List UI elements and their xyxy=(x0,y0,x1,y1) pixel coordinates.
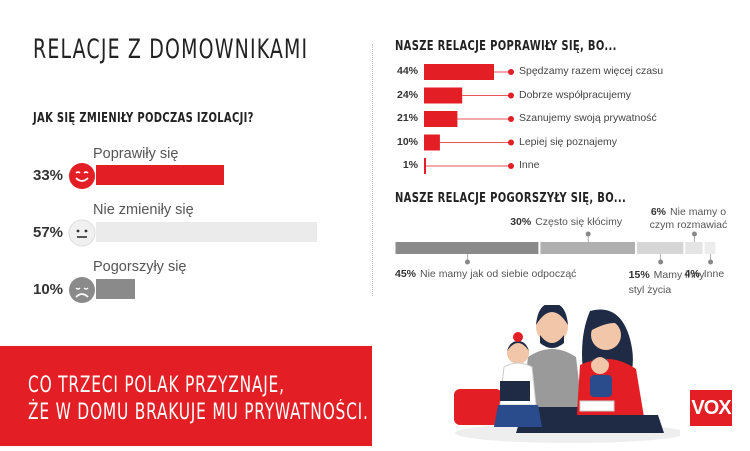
value-label: 57% xyxy=(33,224,64,241)
segment-dot xyxy=(658,259,664,265)
improved-reasons-chart xyxy=(380,58,740,183)
segment-label: 15% Mamy inny styl życia xyxy=(629,268,711,298)
connector-dot xyxy=(508,116,514,122)
connector-dot xyxy=(508,163,514,169)
value-label: 21% xyxy=(396,112,418,124)
segment-dot xyxy=(464,259,470,265)
segment-value: 4% xyxy=(684,268,700,280)
segment-category: Inne xyxy=(703,268,725,280)
segment-category: Mamy inny styl życia xyxy=(628,269,705,296)
category-label: Spędzamy razem więcej czasu xyxy=(519,65,664,77)
bar-worsened xyxy=(96,279,135,299)
improved-question: NASZE RELACJE POPRAWIŁY SIĘ, BO... xyxy=(395,38,617,54)
segment-value: 15% xyxy=(628,269,650,281)
category-label: Nie zmieniły się xyxy=(93,202,194,218)
category-label: Inne xyxy=(519,159,540,171)
segment-dot xyxy=(708,259,714,265)
improved-bar xyxy=(424,158,426,174)
segment-dot xyxy=(691,231,697,237)
value-label: 24% xyxy=(396,88,418,101)
worsened-segment xyxy=(637,242,684,254)
connector-dot xyxy=(508,139,514,146)
banner-line-1: CO TRZECI POLAK PRZYZNAJE, xyxy=(28,373,285,398)
worsened-segment xyxy=(540,242,635,254)
segment-dot xyxy=(585,231,591,237)
divider xyxy=(372,44,373,296)
worsened-segment xyxy=(395,242,539,254)
segment-category: Często się kłócimy xyxy=(535,216,623,228)
sad-face-icon xyxy=(68,276,96,309)
segment-category: Nie mamy o czym rozmawiać xyxy=(649,206,728,231)
banner-line-2: ŻE W DOMU BRAKUJE MU PRYWATNOŚCI. xyxy=(28,400,369,425)
value-label: 1% xyxy=(402,159,418,171)
category-label: Poprawiły się xyxy=(93,146,179,162)
bar-improved xyxy=(96,165,224,185)
banner: CO TRZECI POLAK PRZYZNAJE, ŻE W DOMU BRA… xyxy=(0,346,372,446)
segment-value: 30% xyxy=(510,216,532,228)
segment-label: 4% Inne xyxy=(685,268,725,280)
value-label: 10% xyxy=(33,281,64,298)
left-question: JAK SIĘ ZMIENIŁY PODCZAS IZOLACJI? xyxy=(33,110,254,126)
improved-bar xyxy=(424,134,440,151)
segment-label: 45% Nie mamy jak od siebie odpocząć xyxy=(395,268,576,280)
segment-value: 45% xyxy=(395,268,417,280)
value-label: 10% xyxy=(396,135,418,148)
worsened-reasons-chart xyxy=(395,210,725,300)
neutral-face-icon xyxy=(68,219,96,252)
worsened-segment xyxy=(704,242,716,254)
category-label: Pogorszyły się xyxy=(93,259,187,275)
value-label: 33% xyxy=(33,167,64,184)
improved-bar xyxy=(424,111,458,127)
improved-bar xyxy=(424,64,494,80)
segment-value: 6% xyxy=(650,206,667,218)
improved-bar xyxy=(424,87,463,104)
segment-label: 30% Często się kłócimy xyxy=(510,216,622,228)
connector-dot xyxy=(508,92,514,99)
category-label: Lepiej się poznajemy xyxy=(519,135,618,148)
segment-category: Nie mamy jak od siebie odpocząć xyxy=(420,268,577,280)
segment-label: 6% Nie mamy o czym rozmawiać xyxy=(642,206,734,232)
change-chart: Poprawiły się 33% Nie zmieniły się 57% P… xyxy=(0,140,372,310)
category-label: Dobrze współpracujemy xyxy=(519,88,632,101)
worsened-question: NASZE RELACJE POGORSZYŁY SIĘ, BO... xyxy=(395,190,627,206)
page-title: RELACJE Z DOMOWNIKAMI xyxy=(33,34,309,65)
worsened-segment xyxy=(685,242,703,254)
category-label: Szanujemy swoją prywatność xyxy=(519,112,657,124)
bar-unchanged xyxy=(96,222,317,242)
connector-dot xyxy=(508,69,514,75)
happy-face-icon xyxy=(68,162,96,195)
value-label: 44% xyxy=(396,65,418,77)
vox-logo: VOX xyxy=(690,390,732,426)
family-illustration xyxy=(440,303,685,446)
